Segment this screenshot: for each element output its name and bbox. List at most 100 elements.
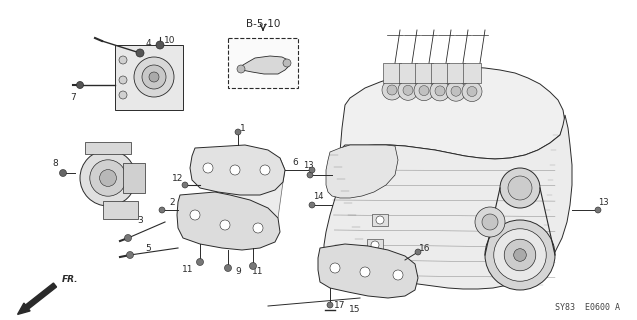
Circle shape	[149, 72, 159, 82]
Circle shape	[224, 265, 231, 271]
Circle shape	[508, 176, 532, 200]
Polygon shape	[215, 158, 285, 218]
Text: 1: 1	[240, 124, 246, 132]
Text: 11: 11	[252, 268, 264, 276]
Circle shape	[494, 229, 547, 281]
Circle shape	[203, 163, 213, 173]
Polygon shape	[318, 244, 418, 298]
Text: 7: 7	[70, 92, 76, 101]
Circle shape	[90, 160, 126, 196]
Text: 4: 4	[145, 38, 151, 47]
Circle shape	[595, 207, 601, 213]
Circle shape	[237, 65, 245, 73]
Polygon shape	[326, 145, 398, 198]
Circle shape	[382, 80, 402, 100]
Circle shape	[253, 223, 263, 233]
Circle shape	[505, 239, 536, 271]
Text: SY83  E0600 A: SY83 E0600 A	[555, 303, 620, 313]
Circle shape	[462, 82, 482, 101]
Text: 8: 8	[52, 158, 58, 167]
Polygon shape	[190, 145, 285, 195]
Text: 15: 15	[349, 306, 361, 315]
Circle shape	[190, 210, 200, 220]
Circle shape	[330, 263, 340, 273]
Circle shape	[134, 57, 174, 97]
Circle shape	[414, 81, 434, 100]
Polygon shape	[177, 192, 280, 250]
Circle shape	[196, 259, 203, 266]
Text: 12: 12	[173, 173, 183, 182]
Polygon shape	[340, 67, 565, 159]
Text: 6: 6	[292, 157, 298, 166]
Text: FR.: FR.	[62, 276, 78, 284]
Text: 13: 13	[598, 197, 608, 206]
Circle shape	[230, 165, 240, 175]
Circle shape	[119, 76, 127, 84]
Circle shape	[119, 91, 127, 99]
Circle shape	[482, 214, 498, 230]
Bar	[103, 201, 138, 219]
Circle shape	[159, 207, 165, 213]
Bar	[399, 63, 417, 83]
Circle shape	[76, 82, 83, 89]
Bar	[447, 63, 465, 83]
Circle shape	[393, 270, 403, 280]
Text: 3: 3	[137, 215, 143, 225]
Bar	[372, 214, 388, 226]
Text: 5: 5	[145, 244, 151, 252]
Circle shape	[398, 80, 418, 100]
Bar	[362, 262, 378, 274]
Circle shape	[415, 249, 421, 255]
Circle shape	[366, 264, 374, 272]
Circle shape	[235, 129, 241, 135]
Bar	[228, 38, 298, 88]
Circle shape	[136, 49, 144, 57]
Text: 10: 10	[164, 36, 176, 44]
Circle shape	[327, 302, 333, 308]
Circle shape	[467, 86, 477, 97]
Bar	[383, 63, 401, 83]
Text: 14: 14	[313, 191, 323, 201]
Circle shape	[403, 85, 413, 95]
Circle shape	[387, 85, 397, 95]
Circle shape	[451, 86, 461, 96]
Circle shape	[182, 182, 188, 188]
Bar	[463, 63, 481, 83]
Circle shape	[283, 59, 291, 67]
Text: 2: 2	[169, 197, 175, 206]
Circle shape	[250, 262, 257, 269]
Circle shape	[513, 249, 526, 261]
Bar	[431, 63, 449, 83]
Circle shape	[360, 267, 370, 277]
Circle shape	[376, 216, 384, 224]
Circle shape	[59, 170, 66, 177]
Circle shape	[124, 235, 131, 242]
Circle shape	[127, 252, 134, 259]
Polygon shape	[115, 45, 183, 110]
Text: 16: 16	[419, 244, 431, 252]
Circle shape	[485, 220, 555, 290]
Circle shape	[220, 220, 230, 230]
Circle shape	[99, 170, 117, 186]
Bar	[85, 142, 131, 154]
Bar	[367, 239, 383, 251]
Circle shape	[475, 207, 505, 237]
Circle shape	[309, 202, 315, 208]
Bar	[123, 163, 145, 193]
Bar	[415, 63, 433, 83]
Polygon shape	[324, 115, 572, 289]
Circle shape	[307, 172, 313, 178]
Circle shape	[500, 168, 540, 208]
Circle shape	[435, 86, 445, 96]
Circle shape	[309, 167, 315, 173]
FancyArrow shape	[18, 283, 57, 315]
Circle shape	[260, 165, 270, 175]
Circle shape	[142, 65, 166, 89]
Text: B-5-10: B-5-10	[246, 19, 280, 29]
Circle shape	[446, 81, 466, 101]
Circle shape	[119, 56, 127, 64]
Text: 9: 9	[235, 268, 241, 276]
Circle shape	[419, 86, 429, 96]
Polygon shape	[238, 56, 290, 74]
Circle shape	[371, 241, 379, 249]
